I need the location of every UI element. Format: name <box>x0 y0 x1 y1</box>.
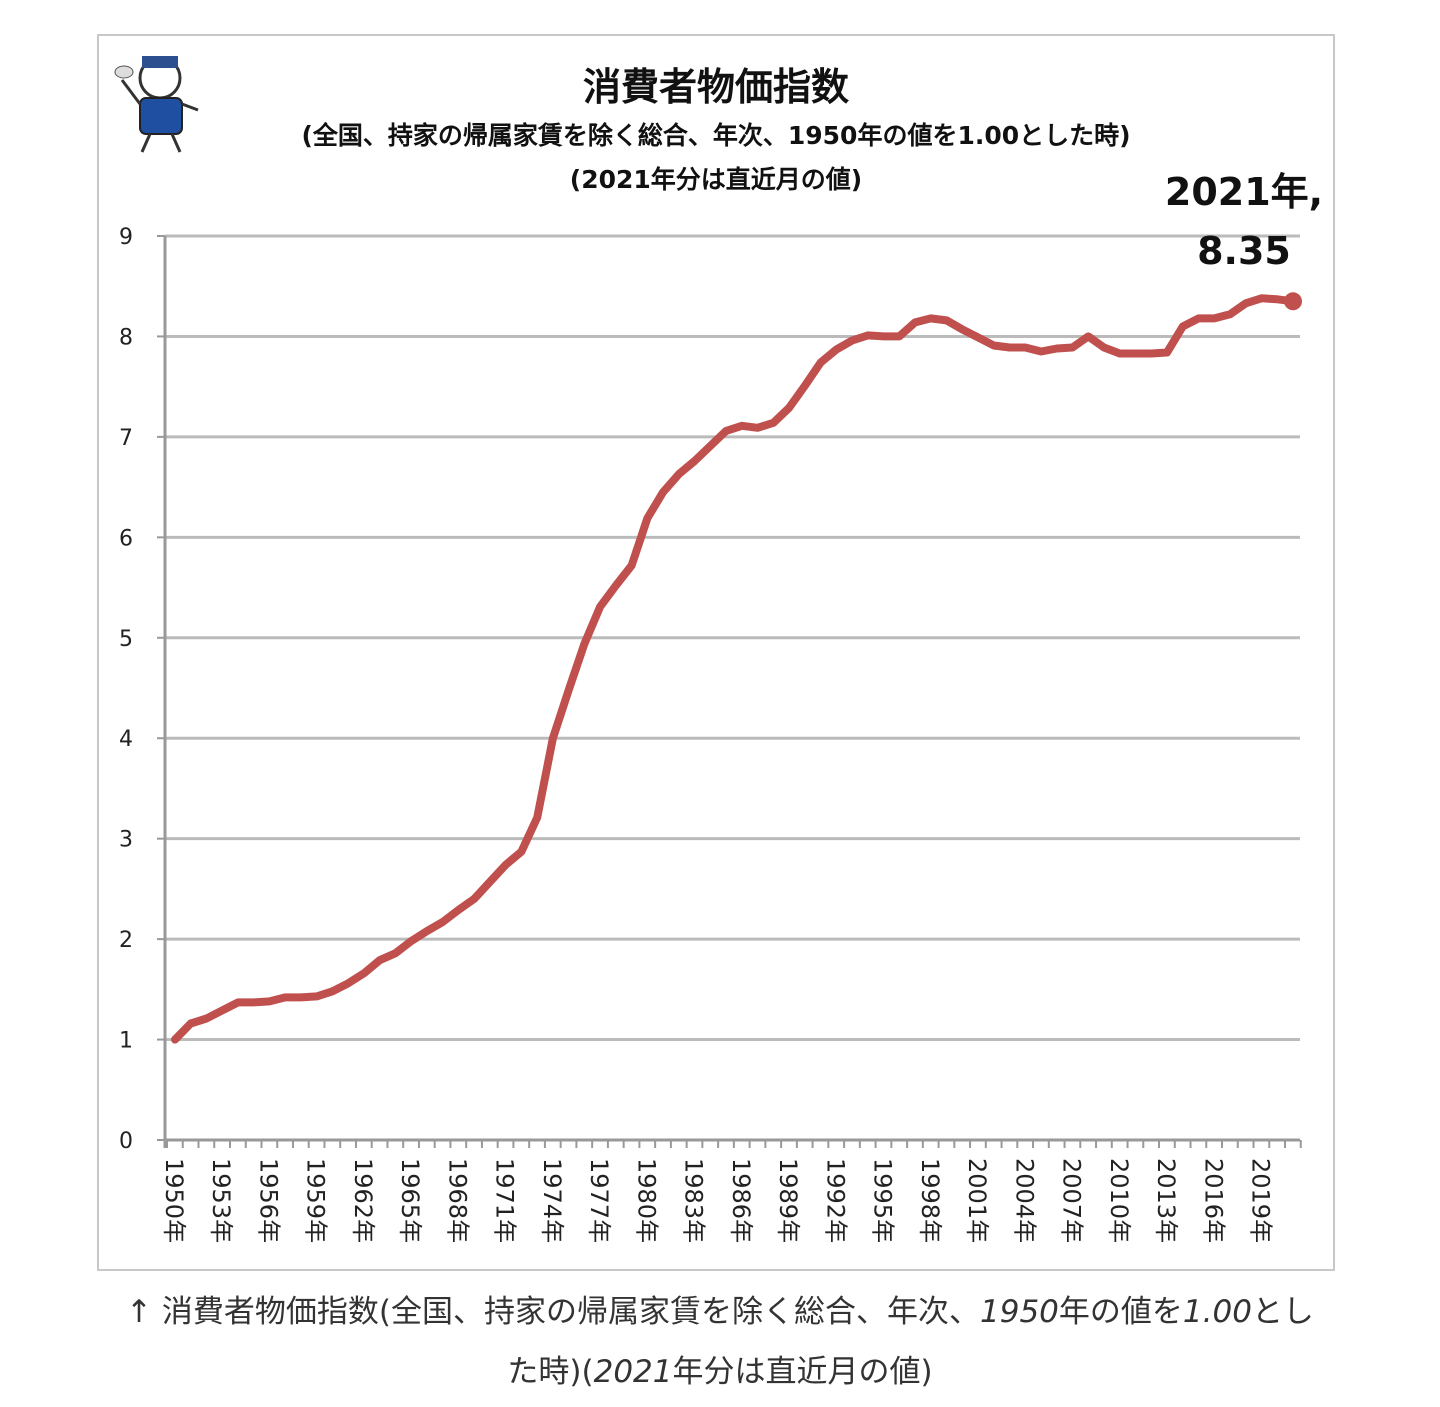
caption-text: 年の値を <box>1058 1294 1183 1330</box>
x-tick-label: 1953年 <box>207 1158 235 1243</box>
caption-text: た時)( <box>507 1354 594 1390</box>
x-tick-label: 2013年 <box>1152 1158 1180 1243</box>
x-tick-label: 1956年 <box>254 1158 282 1243</box>
caption-text: とし <box>1251 1294 1314 1330</box>
annotation-year: 2021年, <box>1165 170 1323 214</box>
x-tick-label: 2007年 <box>1058 1158 1086 1243</box>
x-tick-label: 1983年 <box>680 1158 708 1243</box>
y-tick-label: 0 <box>119 1129 133 1154</box>
x-tick-label: 2019年 <box>1247 1158 1275 1243</box>
x-tick-label: 2016年 <box>1199 1158 1227 1243</box>
mascot-character-icon <box>114 56 199 153</box>
x-tick-label: 1962年 <box>349 1158 377 1243</box>
caption-text: 消費者物価指数(全国、持家の帰属家賃を除く総合、年次、 <box>152 1294 980 1330</box>
figure-caption: ↑ 消費者物価指数(全国、持家の帰属家賃を除く総合、年次、1950年の値を1.0… <box>0 1282 1440 1402</box>
caption-text: 1950 <box>980 1294 1059 1330</box>
y-tick-label: 2 <box>119 928 133 953</box>
y-tick-label: 9 <box>119 225 133 250</box>
x-tick-label: 1965年 <box>396 1158 424 1243</box>
y-tick-label: 5 <box>119 627 133 652</box>
x-tick-label: 2004年 <box>1010 1158 1038 1243</box>
y-tick-label: 1 <box>119 1029 133 1054</box>
data-point <box>1284 292 1302 311</box>
y-tick-label: 6 <box>119 526 133 551</box>
x-tick-label: 1968年 <box>443 1158 471 1243</box>
chart-subtitle: (全国、持家の帰属家賃を除く総合、年次、1950年の値を1.00とした時) <box>301 121 1130 150</box>
up-arrow-icon: ↑ <box>126 1294 153 1330</box>
x-tick-label: 2010年 <box>1105 1158 1133 1243</box>
x-tick-label: 1980年 <box>632 1158 660 1243</box>
chart-subtitle-2: (2021年分は直近月の値) <box>570 165 862 194</box>
caption-text: 1.00 <box>1182 1294 1252 1330</box>
annotation-value: 8.35 <box>1197 229 1291 273</box>
y-tick-label: 7 <box>119 426 133 451</box>
chart-frame <box>97 34 1335 1271</box>
x-tick-label: 2001年 <box>963 1158 991 1243</box>
x-tick-label: 1995年 <box>869 1158 897 1243</box>
x-tick-label: 1992年 <box>821 1158 849 1243</box>
y-tick-label: 3 <box>119 828 133 853</box>
x-tick-label: 1989年 <box>774 1158 802 1243</box>
series-line <box>171 294 1297 1044</box>
caption-text: 2021 <box>593 1354 673 1390</box>
x-tick-label: 1950年 <box>160 1158 188 1243</box>
caption-text: 年分は直近月の値) <box>672 1354 933 1390</box>
x-tick-label: 1974年 <box>538 1158 566 1243</box>
x-tick-label: 1977年 <box>585 1158 613 1243</box>
x-tick-label: 1998年 <box>916 1158 944 1243</box>
x-tick-label: 1971年 <box>491 1158 519 1243</box>
x-tick-label: 1959年 <box>302 1158 330 1243</box>
x-tick-label: 1986年 <box>727 1158 755 1243</box>
y-tick-label: 8 <box>119 325 133 350</box>
y-tick-label: 4 <box>119 727 133 752</box>
chart-title: 消費者物価指数 <box>583 65 849 109</box>
